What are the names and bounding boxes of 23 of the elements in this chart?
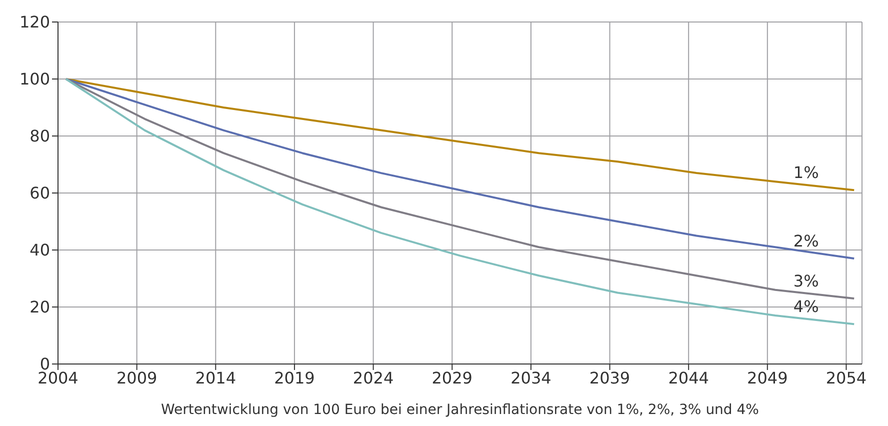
y-tick-label: 60 [30, 184, 50, 203]
y-tick-label: 100 [19, 70, 50, 89]
x-tick-label: 2034 [510, 368, 552, 388]
line-series [64, 78, 856, 260]
x-axis-title: Wertentwicklung von 100 Euro bei einer Jahresinflationsrate von 1%, 2%, 3% und 4% [161, 402, 759, 418]
series-label: 4% [793, 297, 819, 316]
line-series [64, 78, 856, 192]
x-tick-label: 2049 [747, 368, 788, 388]
y-tick-label: 20 [30, 298, 50, 317]
series-label: 3% [793, 271, 819, 290]
x-tick-label: 2054 [826, 368, 867, 388]
x-tick-label: 2044 [668, 368, 709, 388]
y-tick-label: 80 [30, 126, 50, 146]
x-tick-label: 2024 [352, 368, 394, 388]
x-tick-label: 2009 [116, 368, 158, 388]
x-tick-label: 2039 [589, 368, 630, 388]
series-label: 2% [793, 232, 819, 251]
series-label: 1% [793, 163, 819, 182]
x-tick-label: 2029 [432, 368, 472, 388]
y-tick-label: 40 [30, 240, 50, 260]
y-tick-label: 120 [19, 12, 50, 32]
x-tick-label: 2014 [195, 368, 236, 388]
x-tick-label: 2019 [274, 368, 315, 388]
